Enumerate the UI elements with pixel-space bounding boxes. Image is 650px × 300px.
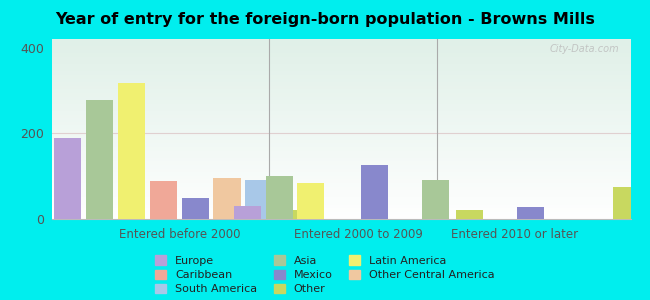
Bar [213, 178, 240, 219]
Bar [52, 64, 630, 68]
Bar [52, 143, 630, 147]
Bar [52, 158, 630, 161]
Bar [52, 46, 630, 50]
Bar [52, 104, 630, 107]
Bar [234, 206, 261, 219]
Bar [52, 68, 630, 71]
Text: City-Data.com: City-Data.com [549, 44, 619, 54]
Bar [52, 61, 630, 64]
Bar [52, 179, 630, 183]
Bar [52, 75, 630, 79]
Bar [52, 212, 630, 215]
Bar [52, 129, 630, 133]
Bar [266, 176, 292, 219]
Bar [52, 79, 630, 82]
Bar [52, 154, 630, 158]
Bar [52, 197, 630, 201]
Bar [52, 140, 630, 143]
Bar [52, 107, 630, 111]
Bar [52, 172, 630, 176]
Bar [52, 151, 630, 154]
Bar [517, 207, 544, 219]
Bar [52, 82, 630, 86]
Bar [52, 71, 630, 75]
Bar [52, 118, 630, 122]
Bar [52, 205, 630, 208]
Bar [52, 115, 630, 118]
Bar [52, 183, 630, 187]
Bar [52, 89, 630, 93]
Bar [52, 57, 630, 61]
Bar [52, 201, 630, 205]
Bar [52, 133, 630, 136]
Bar [52, 165, 630, 169]
Bar [150, 181, 177, 219]
Bar [86, 100, 113, 219]
Bar [52, 176, 630, 179]
Bar [52, 136, 630, 140]
Bar [52, 39, 630, 43]
Bar [52, 43, 630, 46]
Bar [456, 210, 484, 219]
Bar [52, 97, 630, 100]
Bar [181, 198, 209, 219]
Bar [52, 125, 630, 129]
Bar [55, 138, 81, 219]
Bar [52, 93, 630, 97]
Bar [297, 183, 324, 219]
Bar [52, 187, 630, 190]
Bar [422, 180, 448, 219]
Bar [118, 83, 145, 219]
Bar [52, 215, 630, 219]
Bar [52, 190, 630, 194]
Bar [52, 194, 630, 197]
Bar [52, 111, 630, 115]
Bar [52, 53, 630, 57]
Bar [277, 210, 304, 219]
Bar [52, 122, 630, 125]
Bar [245, 180, 272, 219]
Bar [52, 169, 630, 172]
Bar [613, 187, 640, 219]
Bar [52, 161, 630, 165]
Bar [52, 86, 630, 89]
Bar [361, 165, 388, 219]
Text: Year of entry for the foreign-born population - Browns Mills: Year of entry for the foreign-born popul… [55, 12, 595, 27]
Legend: Europe, Caribbean, South America, Asia, Mexico, Other, Latin America, Other Cent: Europe, Caribbean, South America, Asia, … [155, 255, 495, 294]
Bar [52, 208, 630, 212]
Bar [52, 100, 630, 104]
Bar [52, 147, 630, 151]
Bar [52, 50, 630, 53]
